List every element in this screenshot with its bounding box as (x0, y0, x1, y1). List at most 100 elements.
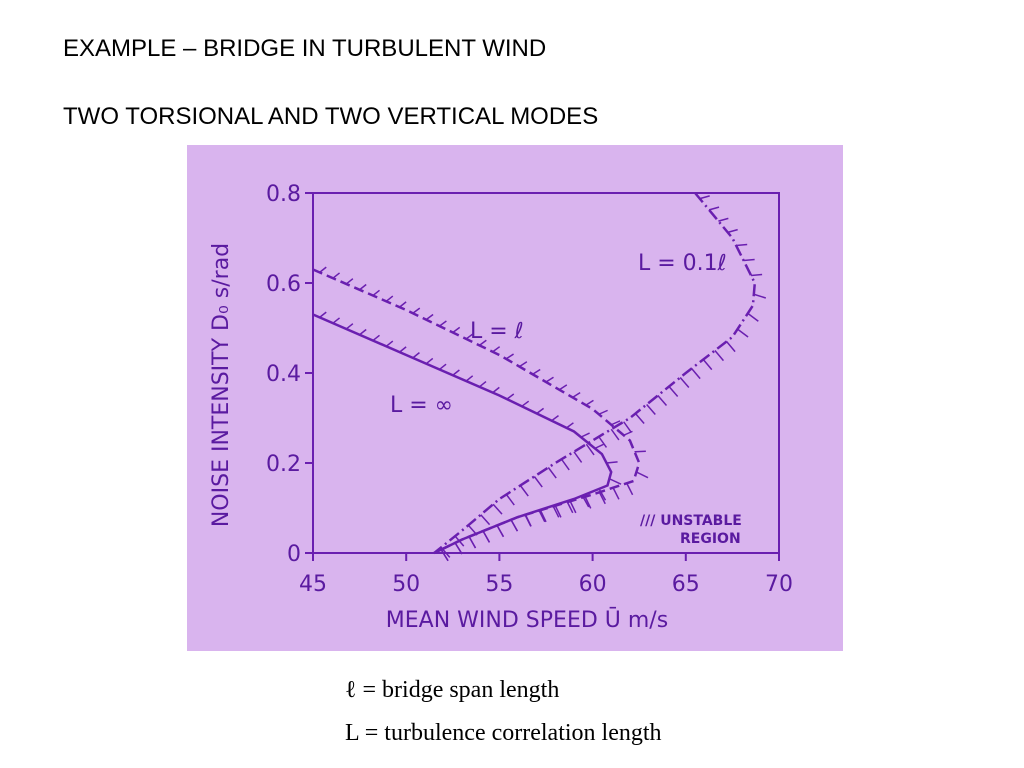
hatch (372, 334, 380, 342)
annotation: REGION (680, 531, 741, 547)
hatch (538, 509, 546, 523)
y-tick-label: 0.6 (266, 272, 301, 297)
hatch (465, 333, 474, 340)
hatch (598, 436, 608, 448)
hatch (646, 404, 656, 416)
curve-label: L = ∞ (390, 393, 453, 418)
hatch (750, 273, 763, 277)
hatch (612, 487, 620, 500)
hatch (609, 478, 622, 485)
hatch (521, 400, 530, 407)
hatch (372, 289, 380, 297)
hatch (657, 395, 668, 407)
hatch (726, 341, 736, 353)
hatch (425, 357, 434, 365)
x-tick-label: 70 (765, 572, 793, 597)
hatch (496, 525, 505, 538)
hatch (510, 519, 519, 532)
hatch (594, 443, 604, 450)
x-tick-label: 50 (392, 572, 420, 597)
hatch (465, 375, 474, 382)
hatch (585, 399, 594, 406)
x-tick-label: 65 (672, 572, 700, 597)
hatch (412, 307, 421, 314)
hatch (345, 278, 354, 285)
hatch (319, 266, 327, 273)
hatch (598, 409, 608, 415)
chart-background (187, 145, 843, 651)
note: ℓ = bridge span length (345, 677, 559, 703)
hatch (345, 323, 354, 330)
hatch (399, 301, 407, 308)
hatch (536, 407, 545, 415)
hatch (727, 228, 738, 234)
hatch (736, 243, 748, 247)
hatch (524, 514, 532, 527)
hatch (492, 346, 501, 353)
x-tick-label: 55 (485, 572, 513, 597)
hatch (702, 359, 713, 371)
y-tick-label: 0 (287, 542, 301, 567)
hatch (505, 353, 514, 360)
hatch (737, 328, 749, 338)
hatch (610, 420, 621, 426)
hatch (412, 352, 420, 359)
hatch (626, 482, 634, 496)
hatch (547, 467, 557, 479)
hatch (708, 206, 720, 211)
hatch (598, 491, 606, 505)
series-line (312, 268, 641, 555)
hatch (569, 500, 577, 514)
hatch (747, 312, 759, 322)
y-tick-label: 0.4 (266, 362, 301, 387)
hatch (492, 503, 503, 515)
hatch (332, 272, 341, 279)
hatch (359, 283, 367, 291)
hatch (714, 350, 725, 362)
hatch (359, 328, 367, 336)
hatch (566, 422, 574, 429)
hatch (506, 393, 515, 400)
hatch (492, 386, 500, 394)
hatch (467, 524, 478, 536)
hatch (454, 535, 465, 547)
hatch (440, 546, 451, 558)
series-line (433, 192, 757, 554)
hatch (440, 549, 449, 562)
hatch (623, 421, 632, 433)
hatch (573, 451, 583, 463)
y-axis-label: NOISE INTENSITY D₀ s/rad (209, 243, 234, 527)
hatch (399, 346, 407, 353)
hatch (636, 471, 649, 479)
hatch (532, 368, 541, 375)
curve-label: L = ℓ (470, 319, 524, 344)
hatch (552, 505, 560, 518)
slide-subtitle: TWO TORSIONAL AND TWO VERTICAL MODES (63, 103, 598, 130)
hatch (385, 295, 394, 302)
x-axis-label: MEAN WIND SPEED Ū m/s (386, 607, 668, 633)
hatch (560, 458, 570, 471)
hatch (518, 361, 528, 368)
hatch (572, 392, 581, 399)
hatch (554, 505, 562, 518)
x-tick-label: 45 (299, 572, 327, 597)
hatch (452, 326, 461, 334)
hatch (606, 461, 618, 464)
hatch (584, 496, 592, 509)
hatch (679, 377, 690, 389)
hatch (332, 317, 341, 324)
hatch (468, 536, 477, 549)
hatch (545, 376, 554, 383)
hatch (480, 514, 491, 526)
hatch (610, 428, 620, 441)
hatch (319, 311, 327, 318)
hatch (505, 494, 515, 506)
y-tick-label: 0.2 (266, 452, 301, 477)
hatch (743, 258, 755, 262)
hatch (718, 217, 729, 222)
hatch (753, 293, 767, 299)
hatch (691, 368, 701, 380)
hatch (439, 320, 447, 327)
